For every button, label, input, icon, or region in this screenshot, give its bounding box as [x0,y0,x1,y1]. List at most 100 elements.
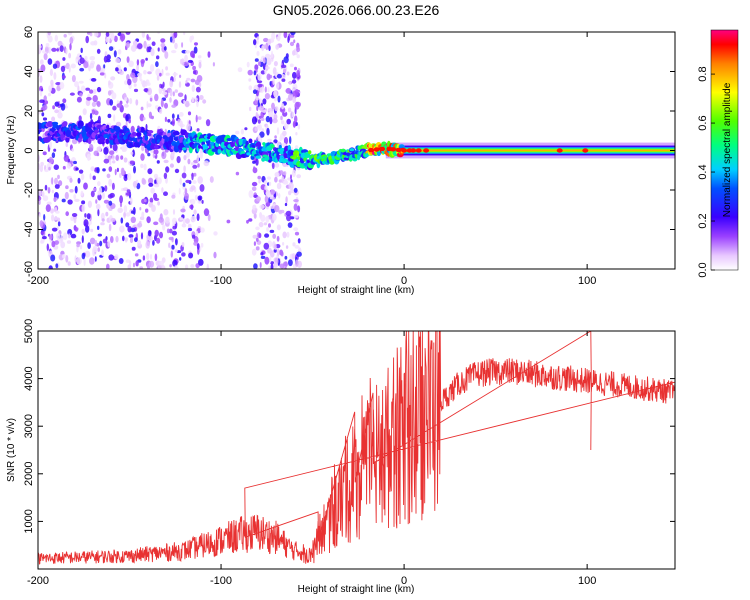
spectrogram-noise-speckle [106,173,111,179]
spectrogram-noise-speckle [55,263,59,269]
spectrogram-noise-speckle [132,180,138,188]
spectrogram-noise-speckle [169,97,172,103]
spectrogram-noise-speckle [272,118,278,124]
snr-ytick-label: 2000 [23,462,35,486]
spectrogram-ridge-blob [184,132,189,139]
spectrogram-noise-speckle [190,215,197,223]
spectrogram-noise-speckle [296,70,300,78]
spectrogram-noise-speckle [255,246,260,251]
spectrogram-noise-speckle [76,96,82,103]
spectrogram-noise-speckle [201,199,204,204]
spectrogram-noise-speckle [97,115,101,123]
spectrogram-noise-speckle [165,216,170,224]
spectrogram-noise-speckle [199,151,203,159]
spectrogram-noise-speckle [183,32,186,36]
spectrogram-noise-speckle [248,85,253,91]
spectrogram-noise-speckle [276,73,282,79]
spectrogram-noise-speckle [178,112,184,117]
spectrogram-noise-speckle [84,250,91,258]
spectrogram-noise-speckle [196,243,200,250]
spectrogram-noise-speckle [146,82,151,86]
spectrogram-xtick-label: 0 [401,275,407,287]
spectrogram-noise-speckle [39,90,43,97]
spectrogram-noise-speckle [79,67,85,72]
spectrogram-noise-speckle [115,235,119,243]
spectrogram-noise-speckle [54,101,60,107]
spectrogram-noise-speckle [258,221,264,228]
spectrogram-noise-speckle [251,248,257,256]
spectrogram-noise-speckle [102,238,108,244]
spectrogram-noise-speckle [272,67,277,75]
spectrogram-noise-speckle [97,225,100,230]
spectrogram-noise-speckle [251,181,258,187]
spectrogram-noise-speckle [141,32,146,38]
spectrogram-ridge-blob [137,136,143,140]
spectrogram-noise-speckle [89,237,96,245]
spectrogram-ridge-blob [198,144,202,149]
spectrogram-noise-speckle [176,250,182,254]
spectrogram-noise-speckle [61,198,66,203]
spectrogram-noise-speckle [172,259,178,267]
spectrogram-noise-speckle [51,240,56,248]
spectrogram-noise-speckle [153,149,159,155]
spectrogram-noise-speckle [252,89,258,94]
spectrogram-noise-speckle [192,164,198,169]
spectrogram-noise-speckle [267,87,270,93]
spectrogram-noise-speckle [71,148,74,152]
spectrogram-noise-speckle [39,59,44,65]
spectrogram-noise-speckle [154,93,159,102]
spectrogram-noise-speckle [123,205,128,213]
colorbar-tick-label: 0.4 [697,164,709,179]
spectrogram-noise-speckle [287,35,290,44]
spectrogram-noise-speckle [157,201,161,206]
spectrogram-noise-speckle [97,247,100,252]
spectrogram-noise-speckle [74,185,78,194]
spectrogram-ytick-label: 0 [23,147,35,153]
spectrogram-noise-speckle [181,58,185,66]
spectrogram-noise-speckle [278,32,282,36]
spectrogram-hotspot [410,148,417,153]
spectrogram-noise-speckle [290,32,296,36]
spectrogram-noise-speckle [42,236,47,240]
spectrogram-noise-speckle [171,118,175,127]
spectrogram-noise-speckle [297,205,301,213]
spectrogram-noise-speckle [294,231,300,236]
spectrogram-noise-speckle [146,252,150,260]
spectrogram-noise-speckle [254,127,258,132]
spectrogram-noise-speckle [111,182,115,190]
spectrogram-noise-speckle [297,123,301,130]
spectrogram-noise-speckle [164,149,169,153]
colorbar-frame [710,29,739,271]
spectrogram-noise-speckle [292,50,296,56]
spectrogram-hotspot [379,146,386,152]
spectrogram-noise-speckle [73,194,77,200]
spectrogram-noise-speckle [67,32,73,36]
spectrogram-ridge-blob [147,130,154,134]
spectrogram-noise-speckle [163,209,169,216]
spectrogram-ridge-blob [251,144,256,148]
spectrogram-noise-speckle [199,95,204,100]
spectrogram-noise-speckle [45,204,51,213]
spectrogram-noise-speckle [79,245,83,250]
spectrogram-noise-speckle [99,240,103,247]
spectrogram-noise-speckle [172,225,177,230]
spectrogram-noise-speckle [169,80,174,88]
spectrogram-noise-speckle [100,222,105,226]
spectrogram-noise-speckle [200,242,204,248]
spectrogram-noise-speckle [78,169,84,174]
spectrogram-noise-speckle [294,101,300,110]
spectrogram-noise-speckle [98,186,102,195]
spectrogram-noise-speckle [268,74,273,79]
spectrogram-ridge-blob [182,147,187,151]
spectrogram-noise-speckle [81,204,86,213]
spectrogram-noise-speckle [48,46,51,54]
spectrogram-noise-speckle [95,199,98,204]
spectrogram-noise-speckle [263,180,268,185]
spectrogram-ridge-blob [99,135,105,143]
snr-xlabel: Height of straight line (km) [298,584,415,595]
spectrogram-noise-speckle [160,99,164,108]
spectrogram-noise-speckle [190,78,196,83]
spectrogram-noise-speckle [174,249,178,253]
spectrogram-noise-speckle [102,192,105,200]
spectrogram-noise-speckle [199,184,205,192]
